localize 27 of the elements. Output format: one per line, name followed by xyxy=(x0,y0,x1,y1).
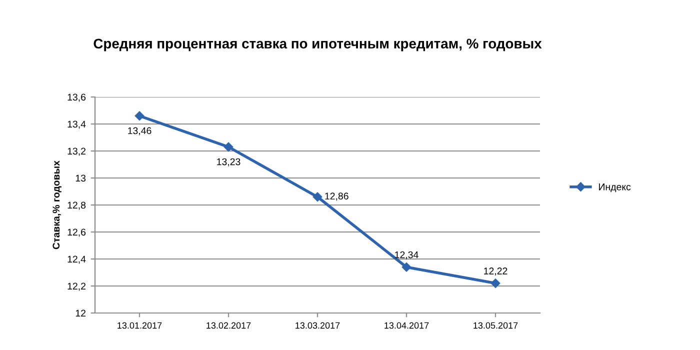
point xyxy=(312,192,322,202)
x-tick-label: 13.04.2017 xyxy=(384,322,429,329)
y-tick-label: 13,2 xyxy=(68,148,86,156)
x-tick-label: 13.03.2017 xyxy=(296,322,340,329)
y-tick-label: 13 xyxy=(76,174,86,182)
y-tick-label: 12 xyxy=(76,310,86,317)
y-tick-label: 12,4 xyxy=(68,256,86,264)
y-tick-label: 13,4 xyxy=(68,120,86,129)
y-tick-label: 12,8 xyxy=(68,202,86,210)
data-label: 12,86 xyxy=(325,192,348,201)
y-axis-title: Ставка,% годовых xyxy=(52,160,62,250)
x-tick-label: 13.01.2017 xyxy=(118,322,162,329)
y-tick-label: 12,2 xyxy=(68,282,86,291)
data-label: 13,23 xyxy=(217,158,240,166)
y-tick-label: 13,6 xyxy=(68,94,86,102)
data-label: 12,22 xyxy=(484,268,508,276)
data-label: 12,34 xyxy=(395,251,418,260)
x-tick-label: 13.02.2017 xyxy=(206,322,251,329)
y-tick-label: 12,6 xyxy=(68,228,86,237)
chart-title: Средняя процентная ставка по ипотечным кредитам, % годовых xyxy=(94,38,542,52)
point xyxy=(490,278,500,288)
legend-label: Индекс xyxy=(599,184,631,192)
point xyxy=(134,111,144,121)
point xyxy=(224,142,234,152)
x-tick-label: 13.05.2017 xyxy=(474,322,518,329)
data-label: 13,46 xyxy=(128,127,152,136)
point xyxy=(402,262,412,272)
